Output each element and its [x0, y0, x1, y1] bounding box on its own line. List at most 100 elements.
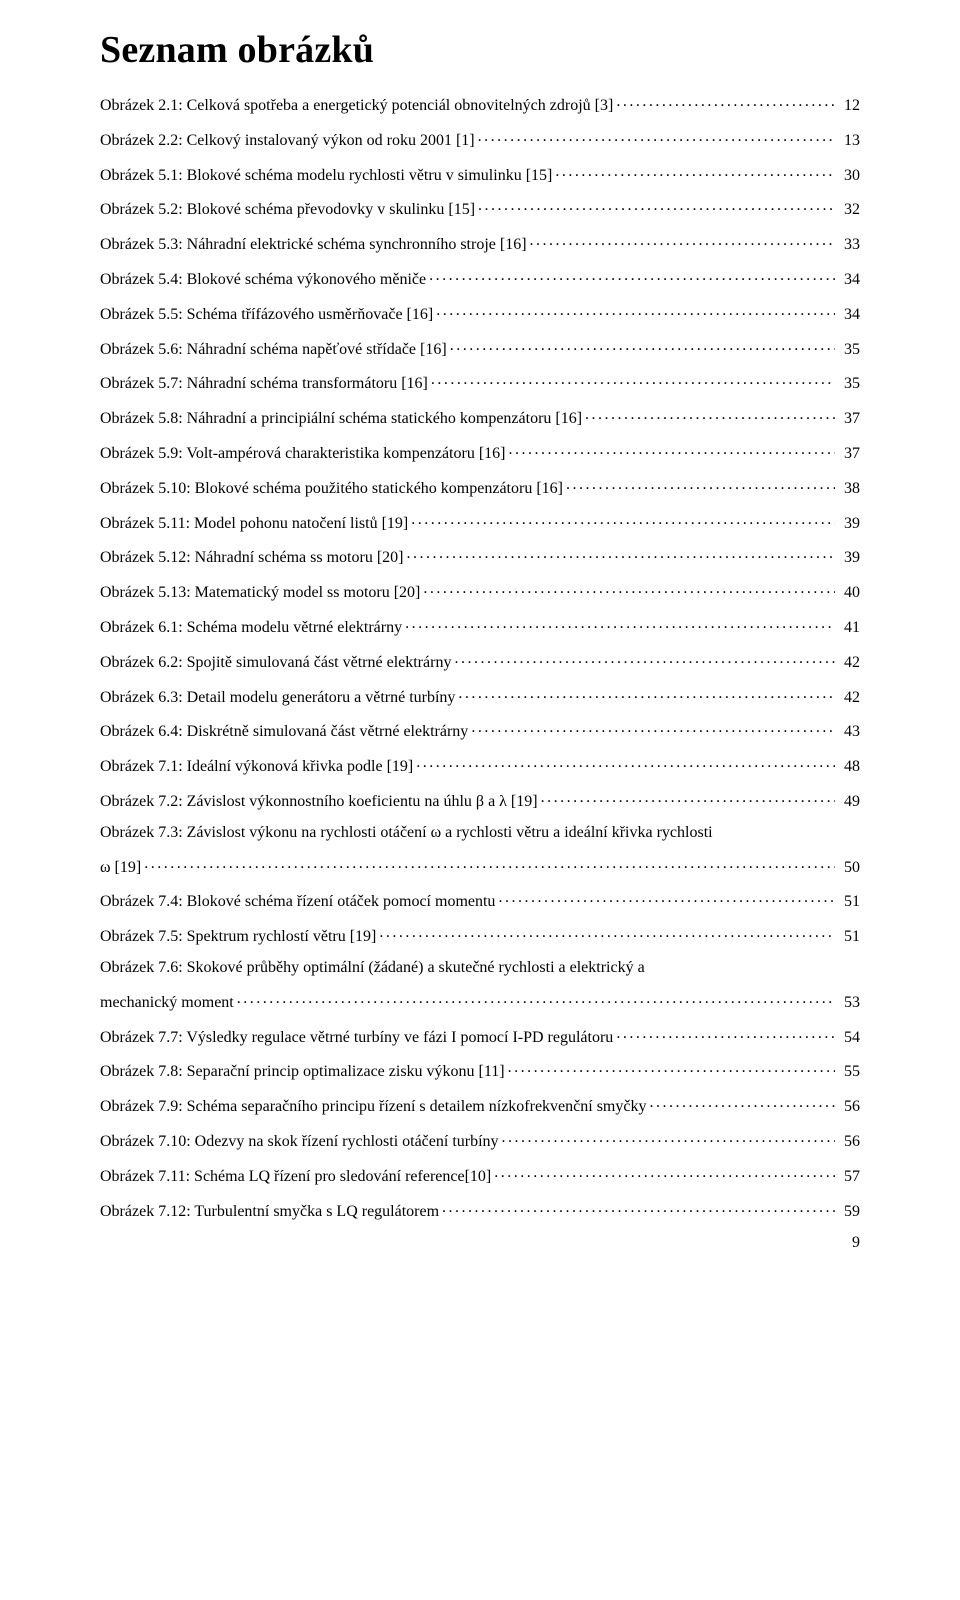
toc-entry: Obrázek 5.2: Blokové schéma převodovky v… — [100, 198, 860, 218]
toc-dot-leader — [478, 198, 835, 214]
toc-dot-leader — [649, 1095, 835, 1111]
toc-entry-page: 38 — [838, 481, 860, 497]
toc-entry-label: Obrázek 5.6: Náhradní schéma napěťové st… — [100, 342, 447, 358]
toc-entry: Obrázek 7.6: Skokové průběhy optimální (… — [100, 960, 860, 1011]
toc-entry: Obrázek 2.1: Celková spotřeba a energeti… — [100, 94, 860, 114]
toc-entry-label: Obrázek 5.1: Blokové schéma modelu rychl… — [100, 168, 552, 184]
toc-entry-page: 30 — [838, 168, 860, 184]
toc-entry-page: 35 — [838, 376, 860, 392]
toc-entry: Obrázek 5.5: Schéma třífázového usměrňov… — [100, 303, 860, 323]
toc-entry-label: Obrázek 7.5: Spektrum rychlostí větru [1… — [100, 929, 376, 945]
toc-entry-page: 37 — [838, 411, 860, 427]
toc-entry-label: Obrázek 7.10: Odezvy na skok řízení rych… — [100, 1134, 499, 1150]
toc-dot-leader — [478, 129, 835, 145]
toc-entry-page: 39 — [838, 550, 860, 566]
toc-entry-line2: ω [19]50 — [100, 856, 860, 876]
toc-dot-leader — [502, 1130, 835, 1146]
toc-dot-leader — [405, 616, 835, 632]
toc-entry: Obrázek 5.3: Náhradní elektrické schéma … — [100, 233, 860, 253]
toc-entry-label: Obrázek 5.13: Matematický model ss motor… — [100, 585, 420, 601]
toc-entry-label: Obrázek 7.4: Blokové schéma řízení otáče… — [100, 894, 495, 910]
toc-entry-label: Obrázek 5.5: Schéma třífázového usměrňov… — [100, 307, 433, 323]
toc-dot-leader — [379, 925, 835, 941]
toc-entry-page: 53 — [838, 995, 860, 1011]
toc-dot-leader — [454, 651, 835, 667]
toc-entry-label: Obrázek 5.7: Náhradní schéma transformát… — [100, 376, 428, 392]
toc-entry-page: 43 — [838, 724, 860, 740]
toc-entry: Obrázek 7.7: Výsledky regulace větrné tu… — [100, 1026, 860, 1046]
list-of-figures: Obrázek 2.1: Celková spotřeba a energeti… — [100, 94, 860, 1220]
toc-entry-label-line1: Obrázek 7.3: Závislost výkonu na rychlos… — [100, 825, 860, 841]
toc-dot-leader — [237, 991, 835, 1007]
toc-entry: Obrázek 7.2: Závislost výkonnostního koe… — [100, 790, 860, 810]
toc-entry-label: Obrázek 6.4: Diskrétně simulovaná část v… — [100, 724, 468, 740]
toc-entry: Obrázek 5.8: Náhradní a principiální sch… — [100, 407, 860, 427]
toc-entry: Obrázek 6.3: Detail modelu generátoru a … — [100, 686, 860, 706]
toc-entry-label: Obrázek 7.11: Schéma LQ řízení pro sledo… — [100, 1169, 491, 1185]
toc-entry-page: 39 — [838, 516, 860, 532]
toc-entry-line2: mechanický moment 53 — [100, 991, 860, 1011]
page-title: Seznam obrázků — [100, 28, 860, 72]
toc-dot-leader — [423, 581, 835, 597]
toc-dot-leader — [585, 407, 835, 423]
toc-entry-page: 40 — [838, 585, 860, 601]
toc-entry-page: 35 — [838, 342, 860, 358]
toc-entry-label-line2: ω [19] — [100, 860, 141, 876]
toc-entry: Obrázek 7.9: Schéma separačního principu… — [100, 1095, 860, 1115]
toc-entry-page: 57 — [838, 1169, 860, 1185]
toc-dot-leader — [508, 442, 835, 458]
toc-entry-page: 56 — [838, 1099, 860, 1115]
toc-entry-label: Obrázek 6.3: Detail modelu generátoru a … — [100, 690, 455, 706]
toc-entry: Obrázek 7.10: Odezvy na skok řízení rych… — [100, 1130, 860, 1150]
toc-entry: Obrázek 2.2: Celkový instalovaný výkon o… — [100, 129, 860, 149]
toc-entry-label-line1: Obrázek 7.6: Skokové průběhy optimální (… — [100, 960, 860, 976]
toc-dot-leader — [411, 512, 835, 528]
toc-entry-page: 49 — [838, 794, 860, 810]
toc-entry: Obrázek 6.4: Diskrétně simulovaná část v… — [100, 720, 860, 740]
toc-entry-page: 59 — [838, 1204, 860, 1220]
toc-dot-leader — [566, 477, 835, 493]
toc-entry: Obrázek 7.4: Blokové schéma řízení otáče… — [100, 890, 860, 910]
toc-entry-label-line2: mechanický moment — [100, 995, 234, 1011]
toc-entry: Obrázek 7.12: Turbulentní smyčka s LQ re… — [100, 1200, 860, 1220]
toc-entry: Obrázek 5.11: Model pohonu natočení list… — [100, 512, 860, 532]
toc-entry-label: Obrázek 7.1: Ideální výkonová křivka pod… — [100, 759, 413, 775]
toc-entry-label: Obrázek 5.10: Blokové schéma použitého s… — [100, 481, 563, 497]
toc-dot-leader — [458, 686, 835, 702]
toc-entry-page: 13 — [838, 133, 860, 149]
toc-dot-leader — [436, 303, 835, 319]
toc-entry: Obrázek 5.12: Náhradní schéma ss motoru … — [100, 546, 860, 566]
toc-entry-page: 48 — [838, 759, 860, 775]
toc-entry-label: Obrázek 5.9: Volt-ampérová charakteristi… — [100, 446, 505, 462]
toc-dot-leader — [442, 1200, 835, 1216]
toc-entry-label: Obrázek 7.9: Schéma separačního principu… — [100, 1099, 646, 1115]
toc-entry-page: 41 — [838, 620, 860, 636]
toc-entry: Obrázek 7.11: Schéma LQ řízení pro sledo… — [100, 1165, 860, 1185]
toc-dot-leader — [498, 890, 835, 906]
toc-entry: Obrázek 5.13: Matematický model ss motor… — [100, 581, 860, 601]
toc-entry: Obrázek 7.1: Ideální výkonová křivka pod… — [100, 755, 860, 775]
toc-entry: Obrázek 5.10: Blokové schéma použitého s… — [100, 477, 860, 497]
toc-entry-label: Obrázek 2.2: Celkový instalovaný výkon o… — [100, 133, 475, 149]
toc-entry-label: Obrázek 5.3: Náhradní elektrické schéma … — [100, 237, 527, 253]
toc-entry: Obrázek 7.8: Separační princip optimaliz… — [100, 1060, 860, 1080]
toc-dot-leader — [406, 546, 835, 562]
toc-entry: Obrázek 6.2: Spojitě simulovaná část vět… — [100, 651, 860, 671]
toc-entry-page: 33 — [838, 237, 860, 253]
toc-entry: Obrázek 5.1: Blokové schéma modelu rychl… — [100, 164, 860, 184]
toc-dot-leader — [450, 338, 835, 354]
toc-entry-page: 34 — [838, 307, 860, 323]
toc-dot-leader — [429, 268, 835, 284]
toc-dot-leader — [144, 856, 835, 872]
toc-entry: Obrázek 5.9: Volt-ampérová charakteristi… — [100, 442, 860, 462]
page-number: 9 — [100, 1234, 860, 1252]
toc-dot-leader — [530, 233, 835, 249]
toc-entry-label: Obrázek 5.2: Blokové schéma převodovky v… — [100, 202, 475, 218]
toc-dot-leader — [416, 755, 835, 771]
toc-entry: Obrázek 5.4: Blokové schéma výkonového m… — [100, 268, 860, 288]
toc-dot-leader — [471, 720, 835, 736]
toc-entry-page: 32 — [838, 202, 860, 218]
toc-entry-page: 37 — [838, 446, 860, 462]
toc-entry-page: 42 — [838, 690, 860, 706]
toc-entry-label: Obrázek 7.12: Turbulentní smyčka s LQ re… — [100, 1204, 439, 1220]
